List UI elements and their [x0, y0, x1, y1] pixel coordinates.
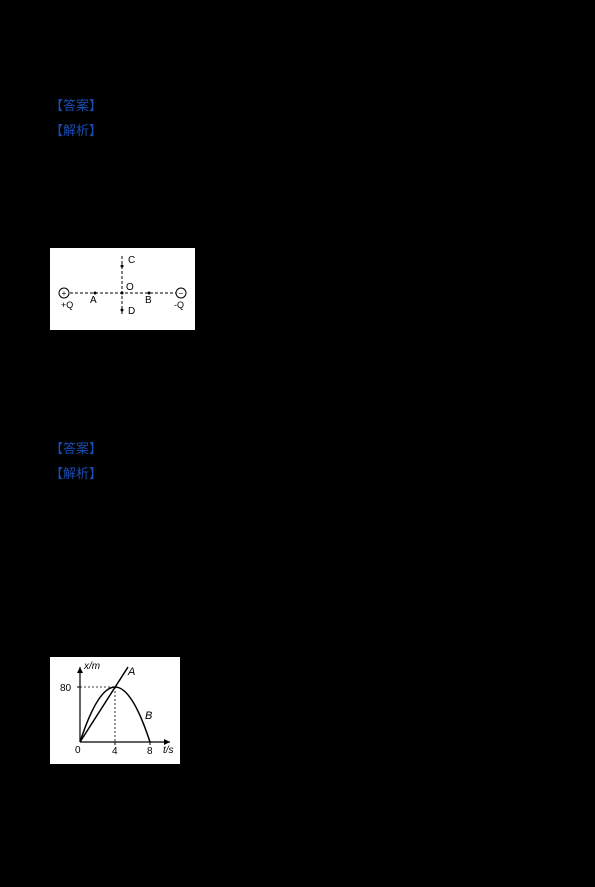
q3-answer-row: 【答案】A	[50, 95, 545, 117]
svg-text:−: −	[179, 289, 184, 298]
svg-text:D: D	[128, 306, 135, 317]
svg-text:8: 8	[147, 746, 153, 757]
q3-analysis-row: 【解析】如果金属块 P 不带电，由于静电感应，P 靠近 Q₁ 的一端带负电，靠近…	[50, 120, 545, 186]
document-page: D. 若 Q₁<Q₂，则 F 的方向斜向左上方 【答案】A 【解析】如果金属块 …	[0, 0, 595, 887]
q4-number: 4.	[50, 195, 61, 210]
q3-option-d: D. 若 Q₁<Q₂，则 F 的方向斜向左上方	[50, 70, 545, 92]
svg-text:B: B	[145, 710, 152, 722]
q4-answer-row: 【答案】AB	[50, 438, 545, 460]
q4-figure: + +Q − -Q C D A B O	[50, 248, 195, 330]
q5-figure: x/m t/s 80 0 4 8 A B	[50, 657, 180, 764]
svg-text:A: A	[127, 666, 135, 678]
q5-number: 5.	[50, 583, 61, 598]
svg-text:t/s: t/s	[163, 745, 174, 756]
q4-option-d: D. 电子从 C 点移到 D 点，电场力做正功	[50, 413, 545, 435]
q4-answer: AB	[102, 441, 119, 456]
svg-text:x/m: x/m	[83, 661, 100, 672]
q4-question: 4. 如图，A、B、C、D 是以 O 为中心的正方形的四个顶点，O 点固定在 A…	[50, 192, 545, 236]
q4-option-c: C. 电子在 A 点的电势能比在 B 点的电势能小	[50, 388, 545, 410]
svg-text:0: 0	[75, 745, 81, 756]
q4-text: 如图，A、B、C、D 是以 O 为中心的正方形的四个顶点，O 点固定在 AB 连…	[50, 195, 537, 232]
svg-text:+Q: +Q	[61, 300, 73, 310]
q5-text: A、B 两个物体在同一直线上运动，它们的 x−t 关系图线如图所示。A 物体以某…	[50, 583, 537, 642]
svg-text:C: C	[128, 255, 135, 266]
q3-answer: A	[102, 98, 111, 113]
svg-text:-Q: -Q	[174, 300, 184, 310]
q5-option-a: A. A、B 同时同地出发，运动方向相反	[50, 772, 545, 794]
q5-option-c: C. 4s 末 A、B 速度相等	[50, 822, 545, 844]
svg-text:O: O	[126, 282, 134, 293]
q5-question: 5. A、B 两个物体在同一直线上运动，它们的 x−t 关系图线如图所示。A 物…	[50, 580, 545, 646]
q3-analysis: 如果金属块 P 不带电，由于静电感应，P 靠近 Q₁ 的一端带负电，靠近 Q₂ …	[50, 123, 544, 182]
svg-text:+: +	[62, 289, 67, 298]
svg-text:A: A	[90, 295, 97, 306]
q4-analysis-row: 【解析】A. 根据等量异种电荷电场线的分布情况和对称性可知，A、B 两点的电场强…	[50, 463, 545, 573]
svg-text:B: B	[145, 295, 152, 306]
q4-option-b: B. C、D 两点的电场强度相同	[50, 363, 545, 385]
answer-label: 【答案】	[50, 441, 102, 456]
q5-option-b: B. 前 4s，A 的位移比 B 的位移多 40m	[50, 797, 545, 819]
q4-analysis: A. 根据等量异种电荷电场线的分布情况和对称性可知，A、B 两点的电场强度大小相…	[50, 466, 542, 569]
analysis-label: 【解析】	[50, 466, 102, 481]
analysis-label: 【解析】	[50, 123, 102, 138]
answer-label: 【答案】	[50, 98, 102, 113]
svg-text:4: 4	[112, 746, 118, 757]
svg-text:80: 80	[60, 683, 72, 694]
q4-option-a: A. A、B 两点的电场强度相同	[50, 338, 545, 360]
